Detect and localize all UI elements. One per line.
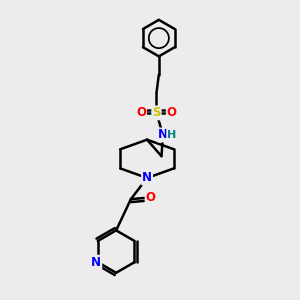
Text: N: N	[142, 172, 152, 184]
Text: O: O	[136, 106, 146, 119]
Text: N: N	[91, 256, 101, 269]
Text: O: O	[146, 191, 156, 204]
Text: S: S	[152, 106, 161, 119]
Text: N: N	[158, 128, 168, 142]
Text: O: O	[167, 106, 177, 119]
Text: H: H	[167, 130, 176, 140]
